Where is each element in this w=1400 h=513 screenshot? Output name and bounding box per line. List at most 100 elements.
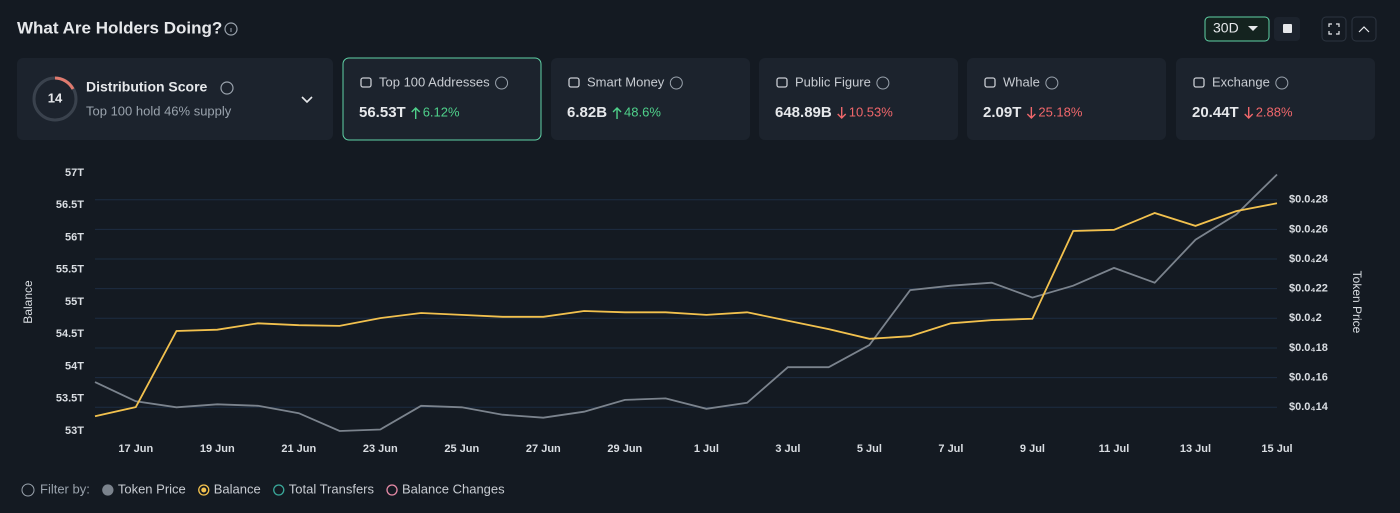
- info-icon: [21, 483, 35, 497]
- y2-tick-label: $0.0₄14: [1289, 401, 1329, 413]
- info-icon: [1275, 76, 1289, 90]
- x-tick-label: 25 Jun: [444, 443, 479, 455]
- card-icon: [984, 77, 996, 88]
- series-line: [94, 202, 1278, 418]
- legend-marker: [198, 484, 210, 496]
- y-tick-label: 56.5T: [56, 199, 84, 211]
- y2-tick-label: $0.0₄2: [1289, 312, 1322, 324]
- y2-tick-label: $0.0₄26: [1289, 223, 1328, 235]
- metric-card[interactable]: Public Figure 648.89B 10.53%: [759, 58, 958, 140]
- info-icon[interactable]: [224, 22, 238, 36]
- y2-tick-label: $0.0₄22: [1289, 283, 1328, 295]
- trend-arrow: [1026, 107, 1036, 119]
- filter-label: Filter by:: [40, 481, 90, 496]
- y-tick-label: 55T: [65, 296, 84, 308]
- card-bg: [967, 58, 1166, 140]
- trend-arrow: [411, 107, 421, 119]
- legend-text: Balance Changes: [402, 481, 505, 496]
- y2-tick-label: $0.0₄16: [1289, 372, 1328, 384]
- card-value: 2.09T: [983, 104, 1021, 121]
- page-title: What Are Holders Doing?: [17, 18, 222, 37]
- y2-tick-label: $0.0₄24: [1289, 253, 1329, 265]
- x-tick-label: 21 Jun: [281, 443, 316, 455]
- info-icon: [495, 76, 509, 90]
- card-bg: [759, 58, 958, 140]
- card-title: Whale: [1003, 74, 1040, 89]
- legend-marker: [386, 484, 398, 496]
- x-tick-label: 17 Jun: [118, 443, 153, 455]
- legend-item[interactable]: Balance Changes: [386, 481, 505, 496]
- legend-dot: [201, 487, 207, 493]
- card-value: 648.89B: [775, 104, 832, 121]
- card-title: Smart Money: [587, 74, 665, 89]
- card-title: Distribution Score: [86, 79, 208, 95]
- info-icon: [1045, 76, 1059, 90]
- metric-card[interactable]: Smart Money 6.82B 48.6%: [551, 58, 750, 140]
- x-tick-label: 3 Jul: [775, 443, 800, 455]
- legend-item[interactable]: Token Price: [102, 481, 186, 496]
- y-tick-label: 55.5T: [56, 264, 84, 276]
- card-subtitle: Top 100 hold 46% supply: [86, 103, 232, 118]
- legend-marker: [273, 484, 285, 496]
- trend-arrow: [612, 107, 622, 119]
- card-value: 6.82B: [567, 104, 607, 121]
- y-tick-label: 53T: [65, 425, 84, 437]
- y-tick-label: 54.5T: [56, 328, 84, 340]
- metric-card[interactable]: Whale 2.09T 25.18%: [967, 58, 1166, 140]
- card-bg: [342, 57, 542, 141]
- x-tick-label: 1 Jul: [694, 443, 719, 455]
- collapse-button[interactable]: [1351, 16, 1377, 42]
- fullscreen-button[interactable]: [1321, 16, 1347, 42]
- legend-marker: [102, 484, 114, 496]
- card-change: 48.6%: [624, 104, 661, 119]
- y-tick-label: 54T: [65, 360, 84, 372]
- card-change: 6.12%: [423, 104, 460, 119]
- legend-item[interactable]: Balance: [198, 481, 261, 496]
- card-value: 56.53T: [359, 104, 406, 121]
- x-tick-label: 9 Jul: [1020, 443, 1045, 455]
- card-title: Exchange: [1212, 74, 1270, 89]
- distribution-card[interactable]: 14 Distribution Score Top 100 hold 46% s…: [17, 58, 333, 140]
- calendar-button[interactable]: [1274, 17, 1300, 41]
- y-tick-label: 56T: [65, 231, 84, 243]
- x-tick-label: 15 Jul: [1261, 443, 1292, 455]
- x-tick-label: 5 Jul: [857, 443, 882, 455]
- legend: Filter by: Token Price Balance Total Transf…: [21, 481, 505, 497]
- card-change: 25.18%: [1038, 104, 1083, 119]
- y2-tick-label: $0.0₄18: [1289, 342, 1328, 354]
- card-value: 20.44T: [1192, 104, 1239, 121]
- card-bg: [551, 58, 750, 140]
- card-icon: [776, 77, 788, 88]
- card-title: Top 100 Addresses: [379, 74, 490, 89]
- metric-card[interactable]: Top 100 Addresses 56.53T 6.12%: [342, 57, 542, 141]
- x-tick-label: 19 Jun: [200, 443, 235, 455]
- y2-tick-label: $0.0₄28: [1289, 194, 1328, 206]
- x-tick-label: 11 Jul: [1099, 443, 1130, 455]
- trend-arrow: [837, 107, 847, 119]
- card-change: 10.53%: [849, 104, 894, 119]
- period-label: 30D: [1213, 20, 1239, 36]
- x-tick-label: 27 Jun: [526, 443, 561, 455]
- x-tick-label: 7 Jul: [938, 443, 963, 455]
- card-icon: [360, 77, 372, 88]
- y-tick-label: 57T: [65, 167, 84, 179]
- legend-text: Total Transfers: [289, 481, 375, 496]
- card-change: 2.88%: [1256, 104, 1293, 119]
- info-icon: [669, 76, 683, 90]
- y-axis-label: Balance: [21, 280, 35, 324]
- card-title: Public Figure: [795, 74, 871, 89]
- series-line: [94, 173, 1278, 432]
- card-icon: [1193, 77, 1205, 88]
- trend-arrow: [1244, 107, 1254, 119]
- period-select[interactable]: 30D: [1204, 16, 1270, 42]
- legend-item[interactable]: Total Transfers: [273, 481, 375, 496]
- y2-axis-label: Token Price: [1350, 271, 1364, 334]
- info-icon: [876, 76, 890, 90]
- score: 14: [48, 90, 63, 105]
- y-tick-label: 53.5T: [56, 393, 84, 405]
- x-tick-label: 23 Jun: [363, 443, 398, 455]
- metric-card[interactable]: Exchange 20.44T 2.88%: [1176, 58, 1375, 140]
- x-tick-label: 29 Jun: [607, 443, 642, 455]
- legend-text: Token Price: [118, 481, 186, 496]
